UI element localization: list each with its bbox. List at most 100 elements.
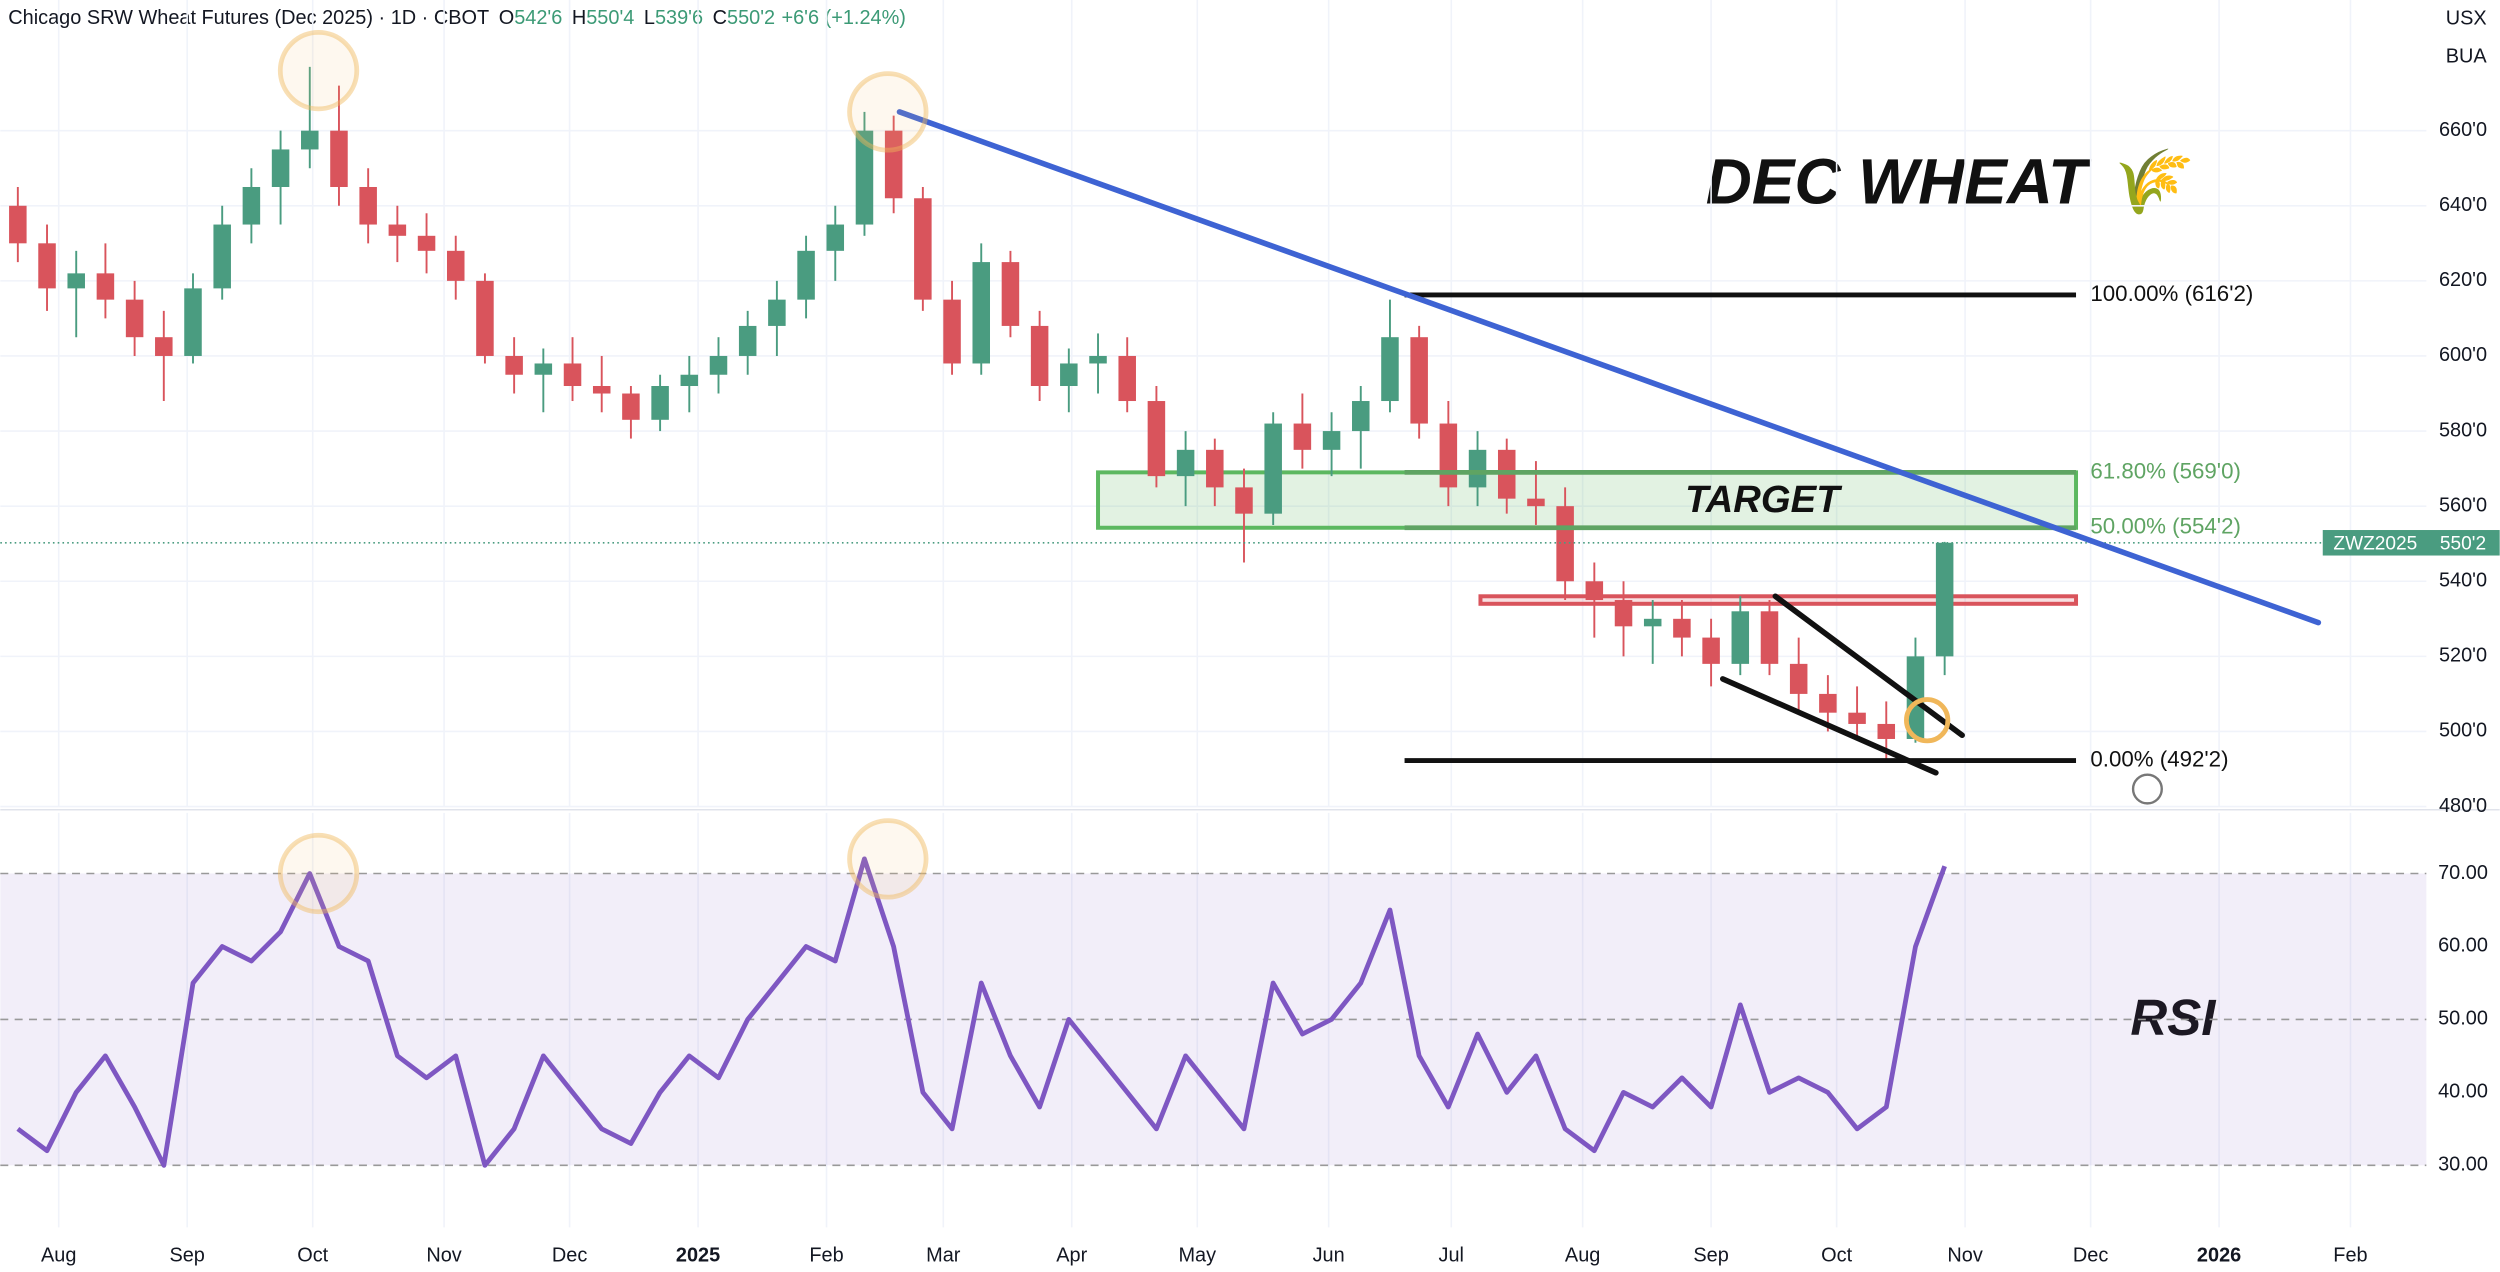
candle-body	[1001, 262, 1020, 326]
x-tick-label: Nov	[1947, 1244, 1982, 1266]
trend-line	[1719, 676, 1939, 776]
y-tick-label: 520'0	[2439, 645, 2487, 667]
fib-label: 50.00% (554'2)	[2090, 514, 2241, 539]
candle-body	[67, 273, 85, 289]
candle-body	[1381, 337, 1399, 402]
candle-body	[125, 299, 144, 338]
candle-body	[1731, 611, 1750, 664]
candle-body	[213, 224, 231, 289]
x-tick-label: Sep	[1693, 1244, 1728, 1266]
candle-body	[1118, 355, 1136, 402]
candle-body	[38, 243, 56, 289]
x-tick-label: Dec	[2073, 1244, 2108, 1266]
x-tick-label: Jun	[1313, 1244, 1345, 1266]
candle-body	[301, 130, 319, 150]
candle-body	[1352, 401, 1370, 432]
y-tick-label: 640'0	[2439, 194, 2487, 216]
trend-line	[896, 109, 2322, 626]
zone-label: TARGET	[1685, 478, 1843, 521]
candle-body	[476, 280, 494, 356]
highlight-circle	[277, 832, 360, 915]
candle-body	[1322, 431, 1341, 450]
candle-body	[1760, 611, 1779, 664]
candle-body	[1527, 498, 1545, 507]
replay-icon[interactable]	[2131, 773, 2163, 805]
rsi-tick-label: 30.00	[2438, 1154, 2488, 1176]
candle-body	[1702, 637, 1720, 664]
candle-body	[651, 386, 669, 420]
header-title: Chicago SRW Wheat Futures (Dec 2025) · 1…	[8, 7, 489, 29]
candle-body	[155, 337, 173, 356]
candle-body	[1877, 723, 1896, 739]
candle-body	[1819, 693, 1837, 713]
candle-body	[96, 273, 115, 300]
candle-body	[1060, 363, 1078, 387]
candle-body	[1789, 663, 1808, 694]
candle-body	[1673, 618, 1691, 638]
candle-body	[1293, 423, 1312, 450]
y-tick-label: 620'0	[2439, 269, 2487, 291]
candle-body	[680, 374, 699, 387]
candle-body	[914, 198, 932, 300]
candle-body	[446, 250, 465, 281]
close-label: C	[713, 7, 727, 29]
candle-body	[1206, 449, 1224, 488]
candle-body	[1935, 542, 1954, 657]
rsi-tick-label: 60.00	[2438, 935, 2488, 957]
rsi-tick-label: 50.00	[2438, 1008, 2488, 1030]
y-tick-label: 560'0	[2439, 494, 2487, 516]
rsi-tick-label: 40.00	[2438, 1081, 2488, 1103]
candle-body	[417, 235, 436, 251]
change: +6'6 (+1.24%)	[781, 7, 905, 29]
candle-body	[622, 393, 640, 420]
x-tick-label: Feb	[809, 1244, 843, 1266]
rsi-label: RSI	[2130, 989, 2217, 1046]
candle-body	[9, 205, 27, 244]
candle-body	[1030, 325, 1049, 387]
fib-label: 0.00% (492'2)	[2090, 746, 2228, 771]
trend-line	[1772, 593, 1965, 739]
header: Chicago SRW Wheat Futures (Dec 2025) · 1…	[8, 7, 906, 29]
candle-body	[1614, 600, 1633, 627]
x-tick-label: Feb	[2333, 1244, 2367, 1266]
x-tick-label: Aug	[1565, 1244, 1600, 1266]
candle-body	[359, 186, 377, 225]
close-value: 550'2	[727, 7, 775, 29]
x-tick-label: 2025	[676, 1244, 720, 1266]
y-tick-label: 500'0	[2439, 720, 2487, 742]
rsi-line	[16, 856, 1947, 1168]
x-tick-label: Mar	[926, 1244, 961, 1266]
candle-body	[1585, 581, 1604, 601]
x-tick-label: Dec	[552, 1244, 587, 1266]
candle-body	[271, 149, 290, 187]
low-value: 539'6	[655, 7, 703, 29]
candle-body	[1439, 423, 1458, 488]
symbol-tag: ZWZ2025	[2333, 533, 2417, 554]
candle-body	[388, 224, 407, 236]
candle-body	[826, 224, 845, 251]
candle-body	[1264, 423, 1282, 514]
price-tag	[2322, 530, 2500, 556]
x-tick-label: May	[1178, 1244, 1216, 1266]
candle-body	[505, 355, 523, 375]
candle-body	[1468, 449, 1487, 488]
open-value: 542'6	[514, 7, 562, 29]
x-tick-label: Oct	[1821, 1244, 1852, 1266]
candle-body	[592, 386, 611, 394]
candle-body	[709, 355, 728, 375]
unit: BUA	[2446, 46, 2488, 68]
x-tick-label: Apr	[1056, 1244, 1087, 1266]
price-tag-label: 550'2	[2440, 533, 2486, 554]
y-tick-label: 480'0	[2439, 795, 2487, 817]
candle-body	[1089, 355, 1107, 364]
open-label: O	[499, 7, 514, 29]
candle-body	[1176, 449, 1195, 477]
y-tick-label: 580'0	[2439, 419, 2487, 441]
candle-body	[797, 250, 815, 300]
candle-body	[1643, 618, 1662, 627]
rsi-tick-label: 70.00	[2438, 862, 2488, 884]
y-tick-label: 540'0	[2439, 570, 2487, 592]
candle-body	[768, 299, 786, 326]
